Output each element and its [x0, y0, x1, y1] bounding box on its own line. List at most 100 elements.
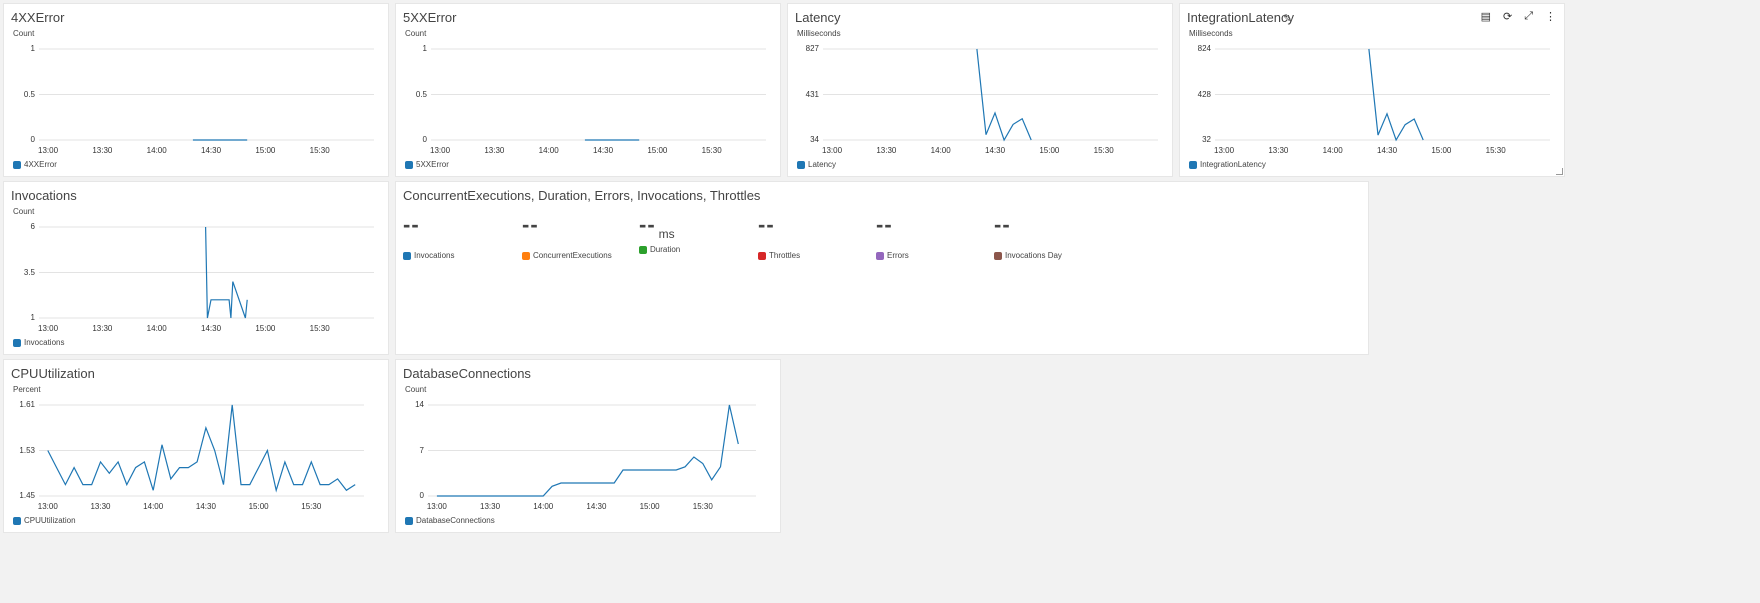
- legend-item[interactable]: IntegrationLatency: [1189, 160, 1266, 169]
- widget-title: Latency: [795, 10, 841, 25]
- y-tick-label: 0.5: [415, 89, 427, 99]
- series-line[interactable]: [47, 404, 356, 493]
- legend-swatch: [1189, 160, 1197, 169]
- edit-title-icon[interactable]: ✎: [1283, 13, 1293, 25]
- stat-throttles: -- Throttles: [758, 214, 800, 260]
- legend-swatch: [405, 160, 413, 169]
- x-tick-label: 14:00: [146, 324, 167, 333]
- widget-title: 4XXError: [11, 10, 65, 25]
- more-options-icon[interactable]: ⋮: [1545, 11, 1556, 23]
- legend-swatch: [522, 251, 530, 260]
- stat-errors: -- Errors: [876, 214, 909, 260]
- x-tick-label: 15:00: [639, 502, 660, 511]
- legend-item[interactable]: Errors: [876, 251, 909, 260]
- x-tick-label: 15:30: [1093, 146, 1114, 155]
- legend-label: ConcurrentExecutions: [533, 251, 612, 260]
- series-line[interactable]: [976, 48, 1032, 142]
- widget-lambda-metrics[interactable]: ConcurrentExecutions, Duration, Errors, …: [395, 181, 1369, 355]
- widget-5xxerror[interactable]: 5XXError Count 5XXError 1 0.5 0 13:00 13:30 1…: [395, 3, 781, 177]
- series-line[interactable]: [436, 404, 739, 497]
- legend-swatch: [639, 245, 647, 254]
- legend-swatch: [13, 516, 21, 525]
- legend-label: CPUUtilization: [24, 516, 76, 525]
- legend-label: Errors: [887, 251, 909, 260]
- legend-item[interactable]: DatabaseConnections: [405, 516, 495, 525]
- x-tick-label: 13:30: [876, 146, 897, 155]
- stat-value: --: [522, 212, 539, 237]
- legend-label: 5XXError: [416, 160, 449, 169]
- y-tick-label: 428: [1197, 89, 1211, 99]
- y-tick-label: 431: [805, 89, 819, 99]
- x-tick-label: 14:00: [538, 146, 559, 155]
- legend-item[interactable]: Throttles: [758, 251, 800, 260]
- x-tick-label: 15:00: [255, 146, 276, 155]
- legend-item[interactable]: Duration: [639, 245, 680, 254]
- x-tick-label: 15:00: [1039, 146, 1060, 155]
- stat-unit: ms: [658, 227, 675, 241]
- legend-swatch: [994, 251, 1002, 260]
- y-tick-label: 34: [810, 135, 819, 144]
- legend-item[interactable]: Invocations: [403, 251, 454, 260]
- legend-swatch: [13, 160, 21, 169]
- legend-item[interactable]: Invocations: [13, 338, 64, 347]
- stat-concurrentexecutions: -- ConcurrentExecutions: [522, 214, 612, 260]
- copy-icon[interactable]: ▤: [1480, 11, 1491, 23]
- y-axis-unit: Count: [13, 207, 35, 216]
- resize-handle[interactable]: [1556, 168, 1563, 175]
- series-line[interactable]: [205, 226, 248, 319]
- x-tick-label: 13:00: [38, 146, 59, 155]
- y-axis-unit: Count: [13, 29, 35, 38]
- y-axis-unit: Milliseconds: [797, 29, 841, 38]
- x-tick-label: 14:00: [143, 502, 164, 511]
- series-line[interactable]: [1368, 48, 1424, 142]
- y-tick-label: 824: [1197, 44, 1211, 53]
- widget-integrationlatency[interactable]: IntegrationLatency ✎ ▤ ⟳ ⤢ ⋮ Millisecond…: [1179, 3, 1565, 177]
- x-tick-label: 13:30: [90, 502, 111, 511]
- chart-svg: [39, 48, 374, 141]
- widget-4xxerror[interactable]: 4XXError Count 4XXError 1 0.5 0 13:00 13:30 1…: [3, 3, 389, 177]
- legend-label: Latency: [808, 160, 837, 169]
- legend-swatch: [405, 516, 413, 525]
- x-tick-label: 13:30: [484, 146, 505, 155]
- legend-label: Invocations: [24, 338, 65, 347]
- y-axis-unit: Count: [405, 29, 427, 38]
- x-tick-label: 14:30: [201, 324, 222, 333]
- x-tick-label: 14:30: [586, 502, 607, 511]
- x-tick-label: 15:00: [647, 146, 668, 155]
- x-tick-label: 15:30: [1485, 146, 1506, 155]
- legend-item[interactable]: Invocations Day: [994, 251, 1062, 260]
- x-tick-label: 13:00: [1214, 146, 1235, 155]
- stat-value: --: [994, 212, 1011, 237]
- stat-value: --: [876, 212, 893, 237]
- x-tick-label: 13:30: [92, 324, 113, 333]
- legend-item[interactable]: CPUUtilization: [13, 516, 76, 525]
- y-tick-label: 14: [415, 400, 424, 409]
- legend-swatch: [876, 251, 884, 260]
- legend-item[interactable]: 5XXError: [405, 160, 449, 169]
- x-tick-label: 13:30: [92, 146, 113, 155]
- x-tick-label: 13:30: [1268, 146, 1289, 155]
- y-axis-unit: Percent: [13, 385, 41, 394]
- chart-svg: [39, 226, 374, 319]
- widget-invocations[interactable]: Invocations Count Invocations 6 3.5 1 13:00…: [3, 181, 389, 355]
- y-axis-unit: Count: [405, 385, 427, 394]
- widget-latency[interactable]: Latency Milliseconds Latency 827 431 34 13:…: [787, 3, 1173, 177]
- legend-swatch: [797, 160, 805, 169]
- stat-duration: -- ms Duration: [639, 214, 680, 254]
- y-tick-label: 6: [30, 222, 35, 231]
- legend-swatch: [403, 251, 411, 260]
- legend-item[interactable]: Latency: [797, 160, 836, 169]
- x-tick-label: 15:30: [309, 324, 330, 333]
- widget-databaseconnections[interactable]: DatabaseConnections Count DatabaseConnec…: [395, 359, 781, 533]
- x-tick-label: 13:00: [37, 502, 58, 511]
- x-tick-label: 14:00: [146, 146, 167, 155]
- expand-icon[interactable]: ⤢: [1524, 10, 1533, 22]
- legend-item[interactable]: 4XXError: [13, 160, 57, 169]
- x-tick-label: 15:30: [701, 146, 722, 155]
- y-tick-label: 1: [422, 44, 427, 53]
- legend-item[interactable]: ConcurrentExecutions: [522, 251, 612, 260]
- refresh-icon[interactable]: ⟳: [1502, 11, 1513, 23]
- y-axis-unit: Milliseconds: [1189, 29, 1233, 38]
- widget-cpuutilization[interactable]: CPUUtilization Percent CPUUtilization 1.…: [3, 359, 389, 533]
- legend-label: Throttles: [769, 251, 801, 260]
